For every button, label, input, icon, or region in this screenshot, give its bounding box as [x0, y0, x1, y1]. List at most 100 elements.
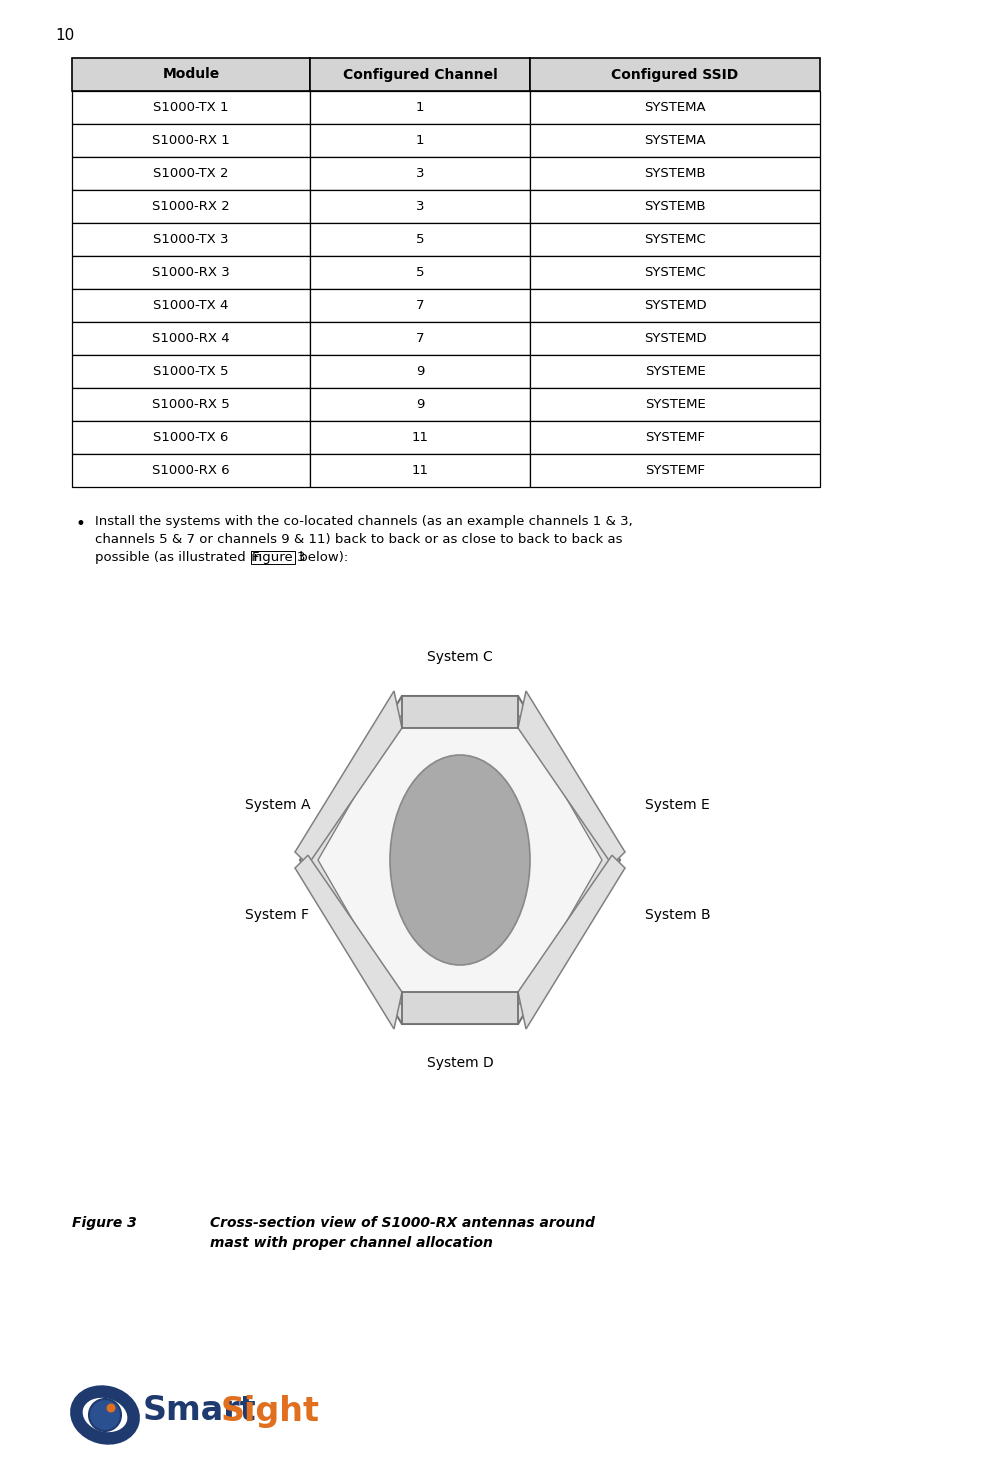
- Text: System F: System F: [245, 908, 309, 922]
- Bar: [310, 92, 530, 124]
- Text: possible (as illustrated in: possible (as illustrated in: [95, 551, 267, 564]
- Bar: [72, 453, 310, 487]
- Text: Figure 3: Figure 3: [252, 551, 305, 564]
- Text: System D: System D: [427, 1056, 493, 1069]
- Bar: [72, 289, 310, 322]
- Text: SYSTEMA: SYSTEMA: [644, 134, 706, 148]
- Bar: [72, 191, 310, 223]
- Bar: [530, 354, 820, 388]
- Text: 3: 3: [416, 167, 425, 180]
- Text: S1000-RX 1: S1000-RX 1: [152, 134, 230, 148]
- Text: SYSTEMB: SYSTEMB: [644, 199, 706, 213]
- Text: Sight: Sight: [221, 1394, 320, 1427]
- Text: 10: 10: [55, 28, 74, 43]
- Bar: [310, 388, 530, 421]
- Bar: [310, 58, 530, 92]
- Text: mast with proper channel allocation: mast with proper channel allocation: [210, 1236, 493, 1250]
- Text: Smart: Smart: [143, 1394, 257, 1427]
- Bar: [250, 551, 296, 564]
- Bar: [310, 322, 530, 354]
- Text: S1000-RX 2: S1000-RX 2: [152, 199, 230, 213]
- Bar: [310, 223, 530, 256]
- Polygon shape: [518, 855, 625, 1029]
- Bar: [530, 191, 820, 223]
- Text: Configured SSID: Configured SSID: [612, 68, 739, 81]
- Text: SYSTEMD: SYSTEMD: [643, 298, 706, 312]
- Bar: [72, 92, 310, 124]
- Bar: [310, 354, 530, 388]
- Ellipse shape: [89, 1399, 121, 1431]
- Bar: [72, 256, 310, 289]
- Text: SYSTEMC: SYSTEMC: [644, 233, 706, 247]
- Text: SYSTEMA: SYSTEMA: [644, 100, 706, 114]
- Text: SYSTEME: SYSTEME: [644, 365, 705, 378]
- Polygon shape: [295, 691, 402, 866]
- Bar: [310, 453, 530, 487]
- Polygon shape: [318, 705, 602, 1015]
- Bar: [530, 388, 820, 421]
- Bar: [530, 58, 820, 92]
- Text: System E: System E: [645, 798, 710, 812]
- Text: S1000-TX 4: S1000-TX 4: [154, 298, 229, 312]
- Polygon shape: [300, 696, 620, 1024]
- Text: System C: System C: [427, 650, 492, 665]
- Polygon shape: [518, 691, 625, 866]
- Bar: [530, 256, 820, 289]
- Text: 11: 11: [412, 464, 428, 477]
- Text: 3: 3: [416, 199, 425, 213]
- Text: 7: 7: [416, 298, 425, 312]
- Text: S1000-RX 5: S1000-RX 5: [152, 397, 230, 411]
- Text: S1000-TX 3: S1000-TX 3: [154, 233, 229, 247]
- Bar: [402, 696, 518, 728]
- Text: Install the systems with the co-located channels (as an example channels 1 & 3,: Install the systems with the co-located …: [95, 515, 632, 527]
- Bar: [530, 289, 820, 322]
- Bar: [310, 191, 530, 223]
- Text: 11: 11: [412, 431, 428, 445]
- Bar: [530, 453, 820, 487]
- Bar: [530, 124, 820, 157]
- Bar: [310, 124, 530, 157]
- Text: S1000-RX 4: S1000-RX 4: [153, 332, 230, 346]
- Text: S1000-TX 2: S1000-TX 2: [154, 167, 229, 180]
- Bar: [530, 157, 820, 191]
- Bar: [72, 322, 310, 354]
- Text: Module: Module: [163, 68, 220, 81]
- Bar: [72, 124, 310, 157]
- Bar: [310, 256, 530, 289]
- Text: 9: 9: [416, 397, 425, 411]
- Text: S1000-RX 6: S1000-RX 6: [153, 464, 230, 477]
- Text: SYSTEMD: SYSTEMD: [643, 332, 706, 346]
- Text: 1: 1: [416, 100, 425, 114]
- Text: channels 5 & 7 or channels 9 & 11) back to back or as close to back to back as: channels 5 & 7 or channels 9 & 11) back …: [95, 533, 623, 546]
- Text: System B: System B: [645, 908, 710, 922]
- Text: below):: below):: [296, 551, 349, 564]
- Bar: [530, 322, 820, 354]
- Text: SYSTEMC: SYSTEMC: [644, 266, 706, 279]
- Ellipse shape: [390, 755, 530, 964]
- Text: System A: System A: [245, 798, 310, 812]
- Text: 1: 1: [416, 134, 425, 148]
- Bar: [72, 58, 310, 92]
- Bar: [72, 421, 310, 453]
- Text: S1000-TX 5: S1000-TX 5: [154, 365, 229, 378]
- Text: SYSTEMB: SYSTEMB: [644, 167, 706, 180]
- Text: Cross-section view of S1000-RX antennas around: Cross-section view of S1000-RX antennas …: [210, 1216, 595, 1230]
- Bar: [530, 92, 820, 124]
- Bar: [310, 289, 530, 322]
- Bar: [310, 421, 530, 453]
- Text: SYSTEMF: SYSTEMF: [645, 431, 705, 445]
- Text: 7: 7: [416, 332, 425, 346]
- Bar: [310, 157, 530, 191]
- Text: S1000-TX 6: S1000-TX 6: [154, 431, 229, 445]
- Text: SYSTEMF: SYSTEMF: [645, 464, 705, 477]
- Bar: [72, 157, 310, 191]
- Text: 5: 5: [416, 233, 425, 247]
- Bar: [72, 223, 310, 256]
- Text: S1000-RX 3: S1000-RX 3: [152, 266, 230, 279]
- Text: Figure 3: Figure 3: [72, 1216, 137, 1230]
- Bar: [530, 421, 820, 453]
- Bar: [72, 388, 310, 421]
- Text: •: •: [75, 515, 85, 533]
- Text: S1000-TX 1: S1000-TX 1: [154, 100, 229, 114]
- Text: SYSTEME: SYSTEME: [644, 397, 705, 411]
